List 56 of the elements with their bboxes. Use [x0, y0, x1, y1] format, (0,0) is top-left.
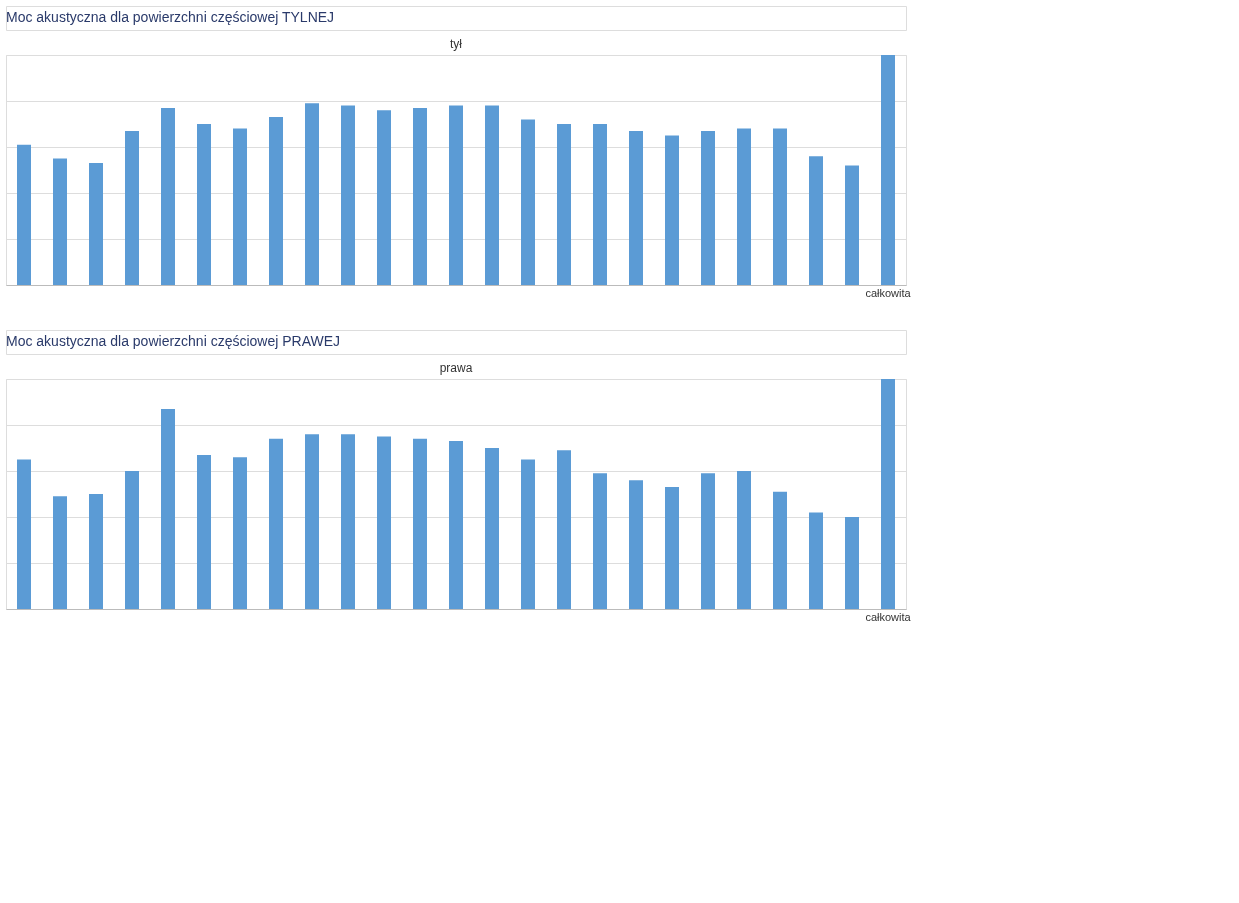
bar	[773, 128, 787, 285]
bar	[413, 107, 427, 285]
bar	[377, 110, 391, 285]
bar	[161, 107, 175, 285]
bar	[161, 408, 175, 609]
bar	[341, 105, 355, 285]
bar	[53, 496, 67, 609]
bar	[773, 491, 787, 609]
bar	[233, 128, 247, 285]
bar	[377, 436, 391, 609]
bar	[341, 434, 355, 609]
bar	[485, 448, 499, 609]
bar	[53, 158, 67, 285]
bar	[809, 156, 823, 285]
bar	[701, 473, 715, 609]
bar	[197, 454, 211, 609]
bar	[413, 438, 427, 609]
bar	[521, 119, 535, 285]
bar	[845, 517, 859, 609]
bar	[881, 379, 895, 609]
bar	[125, 471, 139, 609]
text: Moc akustyczna dla powierzchni częściowej PRAWEJ	[6, 333, 341, 349]
bar	[269, 117, 283, 285]
bar	[521, 459, 535, 609]
bar	[197, 124, 211, 285]
bar	[485, 105, 499, 285]
bar	[449, 105, 463, 285]
bar	[881, 55, 895, 285]
bar	[737, 471, 751, 609]
bar	[557, 124, 571, 285]
bar	[269, 438, 283, 609]
bar	[89, 163, 103, 285]
bar	[629, 480, 643, 609]
bar	[593, 124, 607, 285]
bar	[17, 459, 31, 609]
chart-title: tył	[450, 37, 463, 51]
bar	[557, 450, 571, 609]
bar	[305, 103, 319, 285]
text: Moc akustyczna dla powierzchni częściowej TYLNEJ	[6, 9, 335, 25]
x-tick-label: całkowita	[865, 610, 912, 623]
bar	[665, 487, 679, 609]
bar	[125, 130, 139, 285]
chart-title: prawa	[439, 361, 473, 375]
bar	[17, 144, 31, 285]
bar	[305, 434, 319, 609]
bar	[449, 441, 463, 609]
bar	[701, 130, 715, 285]
x-tick-label: całkowita	[865, 286, 912, 299]
bar	[233, 457, 247, 609]
bar	[809, 512, 823, 609]
bar	[89, 494, 103, 609]
bar	[629, 130, 643, 285]
bar	[665, 135, 679, 285]
bar	[845, 165, 859, 285]
bar	[737, 128, 751, 285]
bar	[593, 473, 607, 609]
